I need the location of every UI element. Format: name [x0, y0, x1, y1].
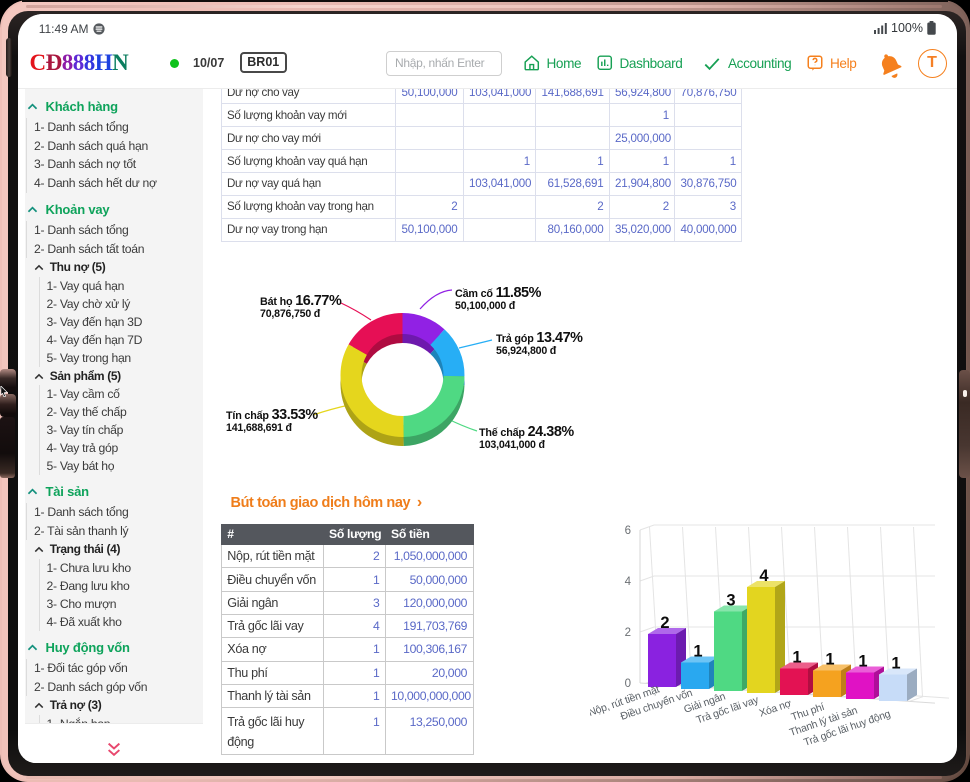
svg-text:4: 4 — [759, 567, 769, 585]
svg-text:1: 1 — [825, 651, 834, 669]
svg-text:4: 4 — [625, 576, 632, 588]
svg-text:6: 6 — [625, 525, 631, 537]
svg-text:3: 3 — [726, 592, 735, 610]
svg-text:1: 1 — [891, 655, 900, 673]
svg-text:1: 1 — [693, 643, 702, 661]
svg-text:1: 1 — [858, 653, 867, 671]
svg-text:2: 2 — [625, 627, 631, 639]
svg-text:0: 0 — [625, 678, 631, 690]
svg-text:2: 2 — [660, 614, 669, 632]
svg-text:1: 1 — [792, 649, 801, 667]
svg-text:Xóa nợ: Xóa nợ — [758, 697, 794, 719]
